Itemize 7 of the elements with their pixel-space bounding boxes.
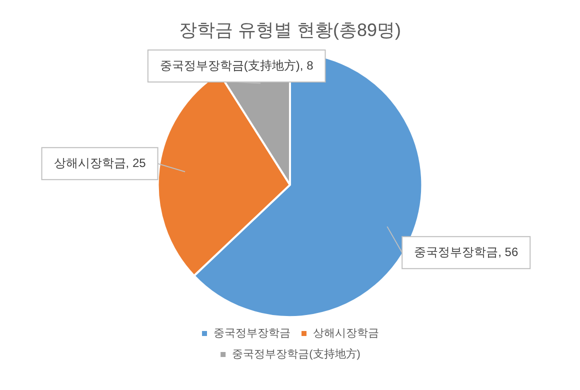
legend-label: 중국정부장학금 <box>214 328 290 340</box>
chart-title: 장학금 유형별 현황(총89명) <box>178 20 402 40</box>
data-label: 상해시장학금, 25 <box>54 156 146 170</box>
legend-label: 상해시장학금 <box>313 328 379 340</box>
data-label: 중국정부장학금(支持地方), 8 <box>160 58 314 72</box>
data-label: 중국정부장학금, 56 <box>414 244 518 259</box>
legend-label: 중국정부장학금(支持地方) <box>232 348 360 361</box>
